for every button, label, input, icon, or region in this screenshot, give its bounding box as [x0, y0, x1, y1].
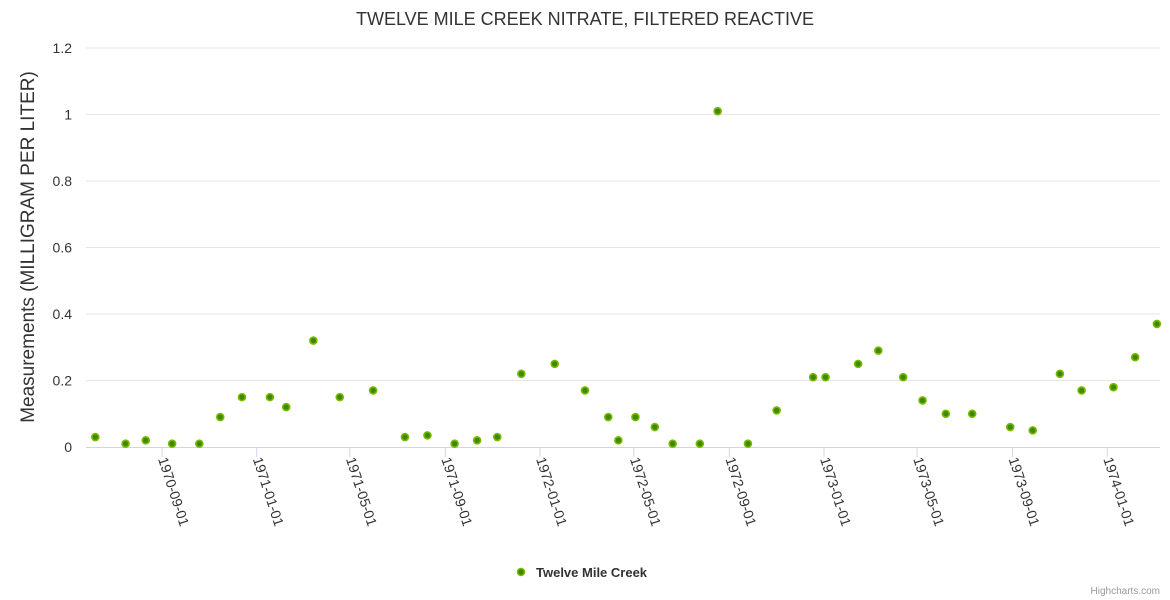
grid-lines: [86, 47, 1160, 381]
legend-marker: [516, 567, 526, 577]
legend-item[interactable]: Twelve Mile Creek: [516, 565, 648, 580]
x-tick-label: 1971-05-01: [343, 455, 380, 528]
data-point[interactable]: [743, 439, 753, 448]
data-point[interactable]: [368, 386, 378, 395]
y-tick-label: 0.8: [53, 173, 73, 189]
data-point[interactable]: [1028, 426, 1038, 435]
data-point[interactable]: [1130, 352, 1140, 362]
data-point[interactable]: [631, 412, 640, 422]
series-points: [91, 106, 1162, 448]
data-point[interactable]: [265, 392, 275, 402]
x-tick-label: 1973-09-01: [1006, 455, 1043, 528]
data-point[interactable]: [614, 436, 623, 445]
data-point[interactable]: [215, 412, 225, 422]
data-point[interactable]: [450, 439, 459, 448]
chart-title: TWELVE MILE CREEK NITRATE, FILTERED REAC…: [356, 9, 814, 29]
data-point[interactable]: [281, 402, 291, 412]
data-point[interactable]: [121, 439, 130, 448]
data-point[interactable]: [1152, 319, 1162, 329]
x-tick-label: 1972-01-01: [533, 455, 570, 528]
data-point[interactable]: [650, 422, 660, 432]
data-point[interactable]: [918, 396, 927, 405]
x-tick-label: 1971-09-01: [438, 455, 475, 528]
data-point[interactable]: [1055, 369, 1065, 379]
data-point[interactable]: [898, 372, 908, 382]
data-point[interactable]: [517, 369, 526, 379]
data-point[interactable]: [821, 372, 830, 382]
data-point[interactable]: [1005, 422, 1015, 432]
data-point[interactable]: [603, 412, 613, 422]
data-point[interactable]: [808, 372, 818, 382]
data-point[interactable]: [550, 359, 560, 369]
data-point[interactable]: [941, 409, 951, 419]
x-tick-label: 1971-01-01: [250, 455, 287, 528]
data-point[interactable]: [400, 432, 410, 442]
data-point[interactable]: [713, 106, 722, 116]
data-point[interactable]: [141, 436, 151, 445]
y-tick-label: 0: [64, 439, 72, 455]
y-tick-label: 1: [64, 107, 72, 123]
y-tick-label: 1.2: [53, 40, 73, 56]
y-axis-title: Measurements (MILLIGRAM PER LITER): [18, 71, 39, 423]
data-point[interactable]: [194, 439, 204, 448]
x-tick-label: 1972-05-01: [627, 455, 664, 528]
data-point[interactable]: [492, 432, 502, 442]
data-point[interactable]: [423, 431, 432, 440]
data-point[interactable]: [580, 386, 590, 395]
data-point[interactable]: [472, 436, 482, 445]
legend-label: Twelve Mile Creek: [536, 565, 648, 580]
data-point[interactable]: [695, 439, 705, 448]
x-tick-label: 1973-05-01: [910, 455, 947, 528]
data-point[interactable]: [335, 392, 345, 402]
data-point[interactable]: [874, 346, 883, 355]
data-point[interactable]: [91, 432, 100, 442]
data-point[interactable]: [309, 336, 318, 345]
data-point[interactable]: [167, 439, 177, 448]
data-point[interactable]: [668, 439, 677, 448]
x-tick-label: 1974-01-01: [1100, 455, 1137, 528]
x-tick-label: 1973-01-01: [817, 455, 854, 528]
x-tick-label: 1972-09-01: [722, 455, 759, 528]
y-tick-label: 0.6: [53, 240, 73, 256]
y-tick-label: 0.4: [53, 306, 73, 322]
data-point[interactable]: [1109, 382, 1118, 392]
x-tick-label: 1970-09-01: [155, 455, 192, 528]
y-axis-ticks: 0 0.2 0.4 0.6 0.8 1 1.2: [53, 40, 73, 455]
x-axis: 1970-09-01 1971-01-01 1971-05-01 1971-09-01…: [86, 447, 1160, 528]
data-point[interactable]: [853, 359, 863, 369]
data-point[interactable]: [967, 409, 977, 419]
y-tick-label: 0.2: [53, 373, 73, 389]
data-point[interactable]: [1077, 386, 1086, 395]
data-point[interactable]: [772, 406, 781, 415]
credits-link[interactable]: Highcharts.com: [1091, 586, 1160, 597]
data-point[interactable]: [237, 392, 247, 402]
